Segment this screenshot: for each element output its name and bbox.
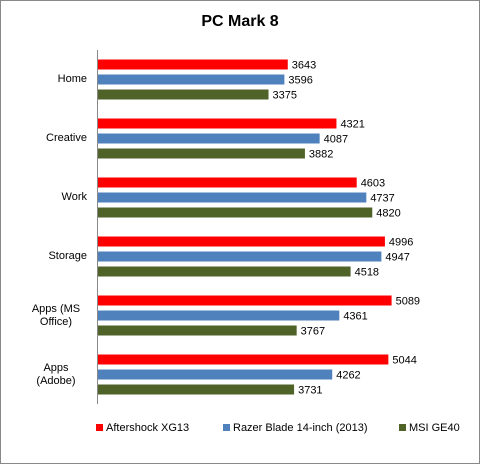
bar: [98, 207, 373, 218]
value-label: 4996: [389, 236, 413, 248]
bar: [98, 133, 320, 144]
value-label: 4737: [370, 192, 394, 204]
value-label: 3596: [288, 74, 312, 86]
legend-swatch: [96, 424, 103, 431]
category-text: Apps (Adobe): [36, 361, 76, 387]
bar: [98, 384, 295, 395]
category-label: Apps (Adobe): [1, 361, 87, 388]
chart-title: PC Mark 8: [201, 13, 278, 30]
category-text: Home: [57, 73, 87, 85]
value-label: 5089: [396, 295, 420, 307]
category-text: Storage: [48, 250, 87, 262]
legend-swatch: [223, 424, 230, 431]
category-label: Creative: [1, 132, 87, 145]
value-label: 5044: [392, 354, 416, 366]
bar: [98, 74, 285, 85]
value-label: 3731: [298, 384, 322, 396]
bar: [98, 177, 357, 188]
value-label: 3767: [301, 325, 325, 337]
legend-label: MSI GE40: [409, 422, 460, 434]
legend-label: Aftershock XG13: [106, 422, 189, 434]
category-label: Apps (MS Office): [1, 302, 87, 329]
value-label: 3375: [273, 89, 297, 101]
category-label: Storage: [1, 250, 87, 263]
value-label: 4518: [355, 266, 379, 278]
bar: [98, 89, 269, 100]
value-label: 3882: [309, 148, 333, 160]
bar: [98, 295, 392, 306]
value-label: 4603: [361, 177, 385, 189]
bar: [98, 118, 337, 129]
category-label: Work: [1, 191, 87, 204]
value-label: 4820: [376, 207, 400, 219]
category-text: Work: [61, 191, 87, 203]
bar: [98, 354, 389, 365]
legend-label: Razer Blade 14-inch (2013): [233, 422, 368, 434]
category-label: Home: [1, 73, 87, 86]
category-text: Apps (MS Office): [31, 302, 81, 328]
category-text: Creative: [46, 132, 87, 144]
value-label: 3643: [292, 59, 316, 71]
bar: [98, 266, 351, 277]
bar: [98, 148, 305, 159]
value-label: 4321: [340, 118, 364, 130]
bar: [98, 251, 382, 262]
bar: [98, 325, 297, 336]
value-label: 4087: [324, 133, 348, 145]
value-label: 4262: [336, 369, 360, 381]
bar: [98, 59, 288, 70]
bar: [98, 236, 385, 247]
bar: [98, 192, 367, 203]
bar: [98, 310, 340, 321]
legend-swatch: [399, 424, 406, 431]
bar: [98, 369, 333, 380]
value-label: 4361: [343, 310, 367, 322]
value-label: 4947: [385, 251, 409, 263]
